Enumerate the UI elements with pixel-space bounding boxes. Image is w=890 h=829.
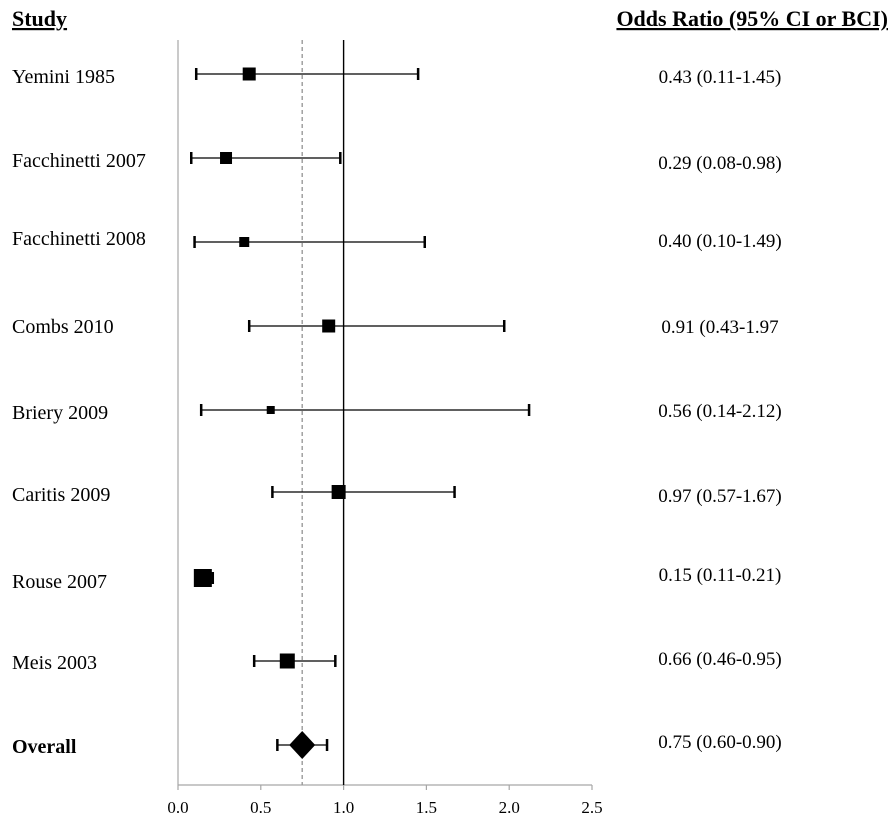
- odds-ratio-value: 0.29 (0.08-0.98): [658, 153, 781, 174]
- study-label: Caritis 2009: [12, 484, 110, 506]
- x-tick-label: 1.0: [333, 798, 354, 817]
- x-tick-label: 2.0: [499, 798, 520, 817]
- study-label: Yemini 1985: [12, 66, 115, 88]
- odds-ratio-value: 0.56 (0.14-2.12): [658, 401, 781, 422]
- study-label: Combs 2010: [12, 316, 114, 338]
- x-tick-label: 0.5: [250, 798, 271, 817]
- study-label: Facchinetti 2008: [12, 228, 146, 250]
- point-estimate-square: [266, 406, 275, 414]
- point-estimate-square: [193, 569, 212, 587]
- odds-ratio-value: 0.15 (0.11-0.21): [659, 565, 782, 586]
- point-estimate-square: [242, 67, 256, 81]
- study-label: Facchinetti 2007: [12, 150, 146, 172]
- x-tick-label: 0.0: [167, 798, 188, 817]
- point-estimate-square: [220, 152, 233, 164]
- odds-ratio-value: 0.66 (0.46-0.95): [658, 649, 781, 670]
- study-label: Meis 2003: [12, 652, 97, 674]
- overall-label: Overall: [12, 736, 77, 758]
- x-tick-label: 2.5: [581, 798, 602, 817]
- point-estimate-square: [331, 485, 346, 499]
- study-label: Rouse 2007: [12, 571, 107, 593]
- point-estimate-square: [279, 653, 295, 669]
- study-label: Briery 2009: [12, 402, 108, 424]
- overall-diamond: [289, 731, 316, 759]
- odds-ratio-header: Odds Ratio (95% CI or BCI): [616, 6, 888, 31]
- overall-odds-ratio-value: 0.75 (0.60-0.90): [658, 732, 781, 753]
- point-estimate-square: [322, 319, 336, 333]
- odds-ratio-value: 0.40 (0.10-1.49): [658, 231, 781, 252]
- odds-ratio-value: 0.97 (0.57-1.67): [658, 486, 781, 507]
- odds-ratio-value: 0.91 (0.43-1.97: [661, 317, 778, 338]
- study-header: Study: [12, 6, 67, 31]
- point-estimate-square: [239, 237, 250, 247]
- odds-ratio-value: 0.43 (0.11-1.45): [659, 67, 782, 88]
- x-tick-label: 1.5: [416, 798, 437, 817]
